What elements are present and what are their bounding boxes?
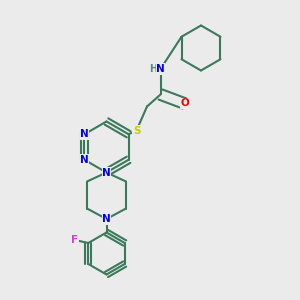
Text: S: S (133, 125, 140, 136)
Text: F: F (71, 235, 78, 245)
Text: N: N (102, 214, 111, 224)
Text: N: N (102, 167, 111, 178)
Text: N: N (80, 155, 89, 165)
Text: N: N (156, 64, 165, 74)
Text: O: O (180, 98, 189, 109)
Text: H: H (149, 64, 157, 74)
Text: N: N (80, 129, 89, 139)
